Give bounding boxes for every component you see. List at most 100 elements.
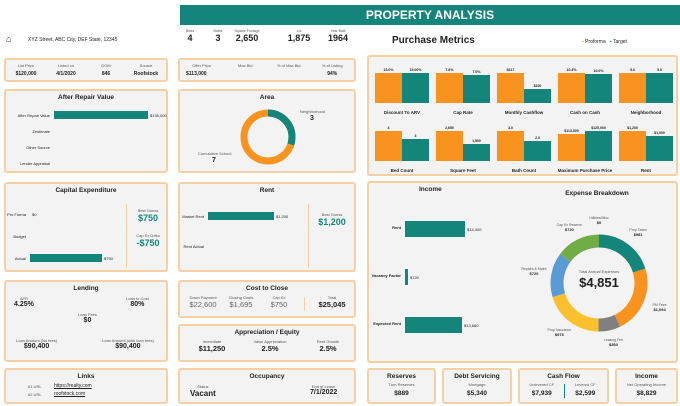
income-label: Rent (392, 225, 401, 230)
bar-value: 2.0 (535, 136, 540, 140)
expense-label: Cap Ex Reserve $720 (547, 223, 591, 232)
area-panel: Area Neighborhood 3 Cumulative School 7 (178, 89, 356, 173)
listing-item: DOM 846 (86, 63, 126, 77)
chart-label: Cash on Cash (569, 110, 600, 115)
chart-label: Neighborhood (630, 110, 662, 115)
bar-area: 7.6% 7.0% (436, 65, 490, 103)
rent-best-guess-label: Best Guess (321, 212, 343, 217)
expense-slice (560, 234, 600, 263)
offer-panel: Offer Price $113,000 Max Bid % of Max Bid % … (178, 58, 356, 82)
income-title: Income (419, 186, 442, 193)
bar-label: Market Rent (182, 214, 204, 219)
loan-amount-label: Loan Amount (No fees) (16, 338, 58, 343)
appreciation-panel: Appreciation / Equity Immediate $11,250 Va… (178, 324, 356, 362)
expense-label-name: Prop Taxes (629, 228, 647, 233)
proforma-bar (558, 73, 585, 103)
summary-label: Mortgage (468, 382, 486, 387)
bar-label: Pro Forma (7, 212, 26, 217)
capex-panel: Capital Expenditure Best Guess $750 Cap … (4, 182, 168, 272)
field-value: $120,000 (15, 71, 37, 77)
field-value: $113,000 (186, 71, 207, 77)
capex-delta-label: Cap Ex Delta (136, 233, 160, 238)
stat-beds: Beds 4 (175, 29, 205, 43)
bar-value: 3 (414, 133, 417, 138)
income-expense-panel: Income Expense Breakdown Total Annual Ex… (367, 181, 678, 363)
chart-label: Maximum Purchase Price (557, 168, 613, 173)
stat-value: 3 (215, 33, 221, 43)
end-of-lease-value: 7/1/2022 (310, 389, 338, 396)
metric-item: Value Appreciation 2.5% (242, 339, 298, 353)
bar-label: Rent Actual (183, 244, 204, 249)
bar-value: 3.0 (508, 126, 513, 130)
summary-item: Net Operating Income $8,829 (617, 382, 676, 397)
metric-value: 2.5% (319, 344, 337, 353)
target-bar (402, 138, 429, 161)
stat-baths: Baths 3 (203, 29, 233, 43)
summary-value: $889 (394, 390, 409, 397)
expense-label-value: $720 (564, 226, 574, 232)
metric-item: Closing Costs $1,695 (222, 295, 260, 309)
target-bar (524, 141, 551, 161)
field-value: 846 (101, 71, 111, 77)
expense-donut (550, 234, 648, 332)
ltc-value: 80% (130, 301, 145, 308)
bar-value: $135,000 (150, 113, 167, 118)
total-label: Total (327, 295, 337, 300)
expense-total-label: Total Annual Expenses (578, 269, 620, 274)
field-label: Source (139, 63, 153, 68)
bar-label: Lender Appraisal (19, 161, 50, 166)
expense-label-name: Repairs & Maint (521, 267, 547, 272)
metric-chart-discount-to-arv: 15.0% 15.00% Discount To ARV (373, 59, 431, 115)
metric-value: $11,250 (198, 344, 226, 353)
target-bar (585, 74, 612, 103)
link[interactable]: https://realty.com (54, 383, 92, 389)
target-bar (463, 144, 490, 161)
bar-value: 7.0% (472, 70, 481, 75)
stat-square-footage: Square Footage 2,650 (232, 29, 262, 43)
summary-item: Unlevered CF $7,939 (520, 382, 564, 397)
bar-area: 5.0 5.0 (619, 65, 673, 103)
offer-item: % of Listing 94% (311, 63, 355, 77)
bar-area: 3.0 2.0 (497, 123, 551, 161)
metric-label: Cap Ex (272, 295, 286, 300)
summary-title: Debt Servicing (454, 373, 500, 380)
expense-label: Leasing Fee $360 (591, 338, 635, 347)
proforma-bar (436, 73, 463, 103)
link-label: #1 URL (28, 384, 42, 389)
link[interactable]: roofstock.com (54, 391, 86, 397)
metric-chart-square-feet: 2,650 1,500 Square Feet (434, 117, 492, 173)
total-value: $25,045 (318, 300, 346, 309)
occupancy-title: Occupancy (249, 373, 285, 380)
proforma-bar (375, 131, 402, 161)
school-value: 7 (212, 157, 216, 164)
listing-item: Source Roofstock (126, 63, 166, 77)
neighborhood-value: 3 (310, 115, 314, 122)
expense-slice (614, 268, 648, 327)
expense-label-value: $981 (633, 232, 643, 238)
target-bar (463, 75, 490, 103)
expense-slice (598, 234, 646, 273)
chart-label: Bed Count (390, 168, 414, 173)
legend-proforma: Proforma (585, 39, 606, 45)
income-bar (405, 269, 408, 285)
status-label: Status (197, 384, 209, 389)
summary-title: Income (635, 373, 658, 380)
metric-label: Rent Growth (316, 339, 340, 344)
end-of-lease-label: End of Lease (311, 384, 336, 389)
bar-label: Zestimate (32, 129, 50, 134)
bar-value: 4 (387, 126, 390, 130)
listing-panel: List Price $120,000 Listed on 4/1/2020 DOM 84… (4, 58, 168, 82)
bar-value: $0 (32, 212, 37, 217)
bar-value: $750 (104, 256, 113, 261)
metric-chart-cash-on-cash: 10.4% 10.0% Cash on Cash (556, 59, 614, 115)
offer-item: Offer Price $113,000 (180, 63, 224, 77)
summary-label: Unlevered CF (529, 382, 555, 387)
proforma-bar (497, 131, 524, 161)
bar-value: $1,200 (276, 214, 289, 219)
arv-title: After Repair Value (58, 94, 114, 101)
metric-label: Immediate (202, 339, 222, 344)
chart-label: Bath Count (511, 168, 537, 173)
area-title: Area (259, 94, 275, 101)
target-bar (402, 73, 429, 103)
metric-chart-rent: $1,200 $1,000 Rent (617, 117, 675, 173)
